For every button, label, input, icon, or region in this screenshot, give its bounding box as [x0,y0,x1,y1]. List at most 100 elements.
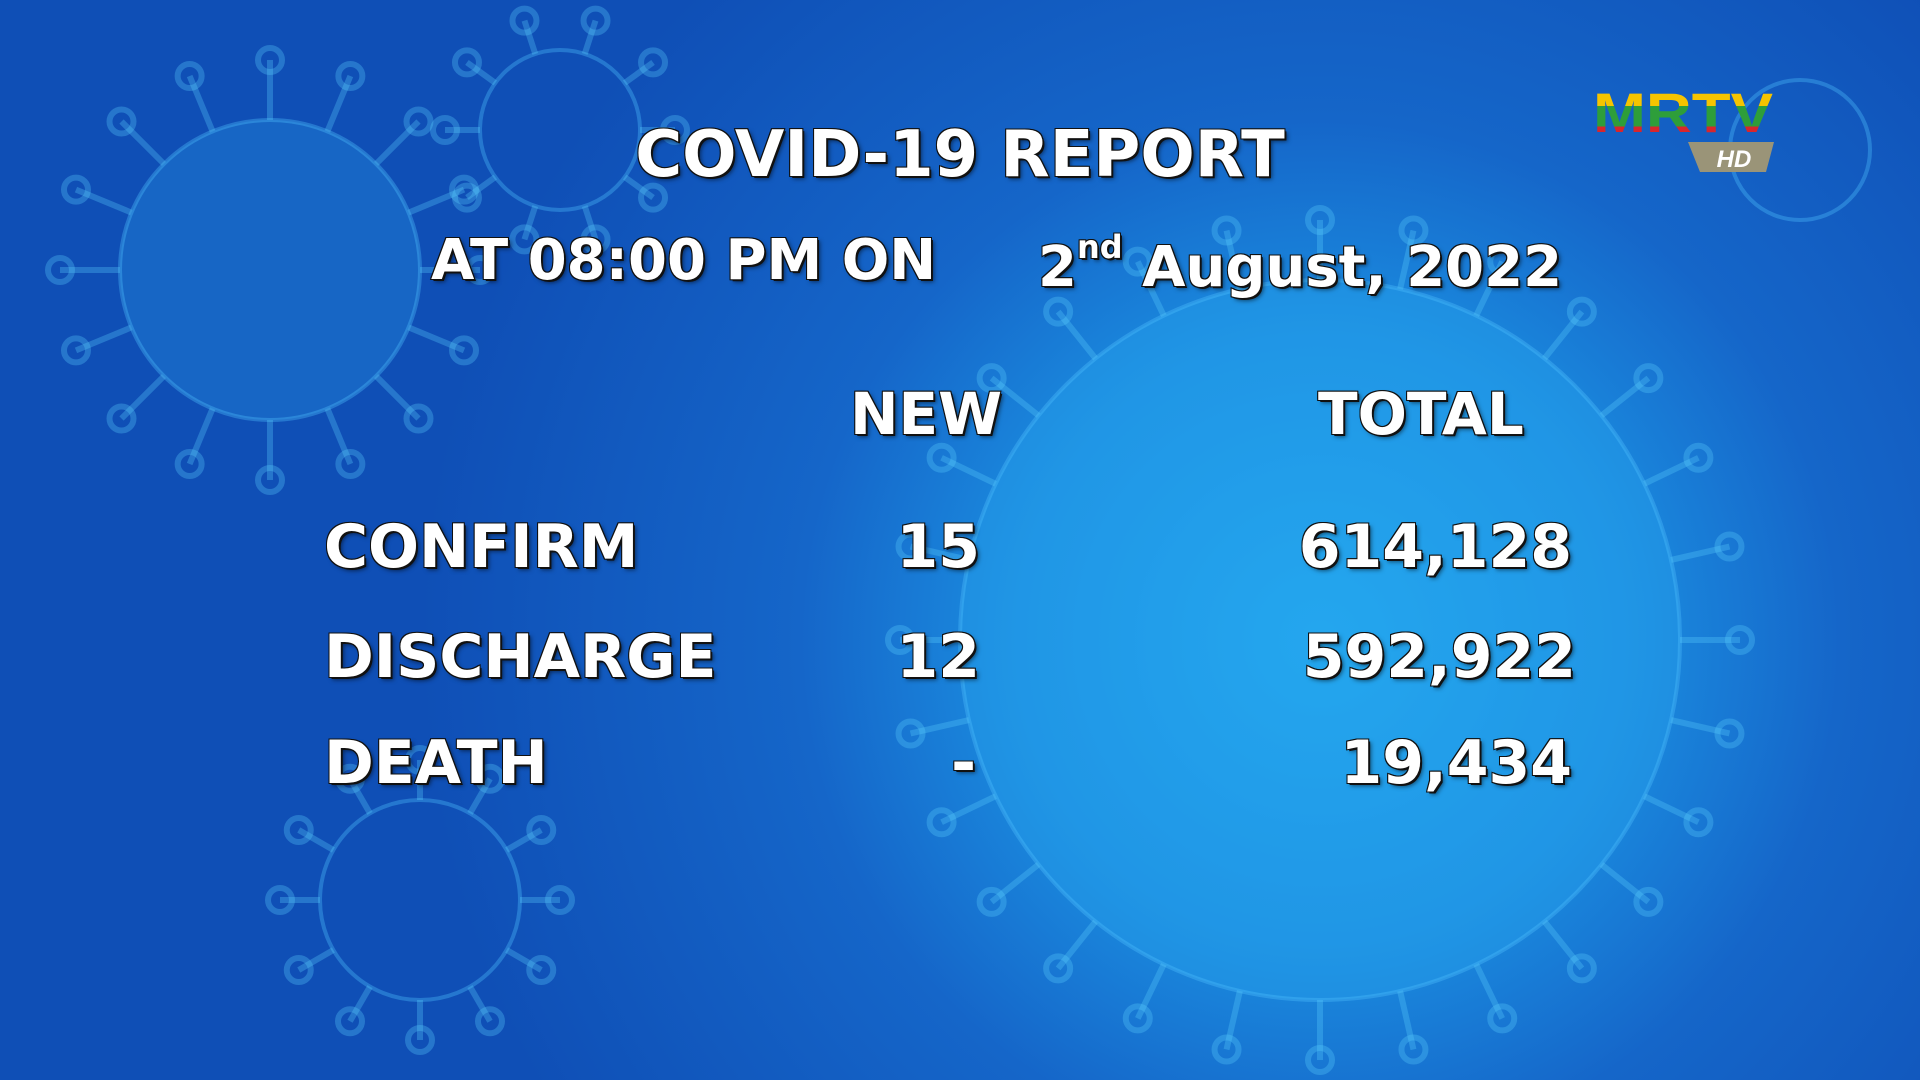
virus-spike-tip [174,60,205,91]
virus-spike [74,186,133,216]
virus-spike-tip [449,174,480,205]
virus-spike [324,74,354,133]
virus-spike-tip [106,106,137,137]
virus-spike [347,777,373,815]
virus-spike-tip [255,45,285,75]
virus-spike-tip [1714,531,1745,562]
virus-spike [1670,717,1731,737]
virus-spike [373,119,421,167]
virus-spike-tip [265,885,295,915]
virus-spike-tip [638,182,669,213]
virus-spike-tip [638,47,669,78]
virus-spike-tip [1122,246,1153,277]
row-label-confirm: CONFIRM [323,511,639,583]
virus-spike [1223,229,1243,290]
virus-spike-tip [174,449,205,480]
virus-spike-tip [403,106,434,137]
virus-spike-tip [475,1006,505,1037]
virus-spike [581,205,599,241]
row-total-death: 19,434 [1339,727,1573,799]
virus-spike [407,324,466,354]
virus-spike [505,947,543,973]
row-total-confirm: 614,128 [1298,511,1573,583]
virus-spike-tip [475,763,505,794]
virus-spike-tip [451,182,482,213]
virus-spike-tip [405,745,435,775]
virus-spike-tip [1398,215,1429,246]
virus-spike [1542,309,1585,361]
virus-spike-tip [1633,363,1664,394]
virus-spike [407,186,466,216]
virus-spike [521,205,539,241]
virus-spike-tip [449,335,480,366]
virus-spike [909,543,970,563]
virus-spike [74,324,133,354]
virus-spike-tip [1043,953,1074,984]
virus-spike-tip [926,442,957,473]
virus-spike [1055,309,1098,361]
virus-spike-tip [1714,718,1745,749]
mrtv-hd-logo: MRTV HD [1593,84,1774,173]
virus-spike-tip [580,224,611,255]
virus-spike [622,59,655,86]
report-title: COVID-19 REPORT [634,117,1286,193]
report-time: AT 08:00 PM ON [430,227,937,294]
virus-spike [1643,455,1700,487]
virus-spike-tip [895,531,926,562]
virus-spike-tip [976,363,1007,394]
virus-spike [1135,260,1167,317]
virus-spike-tip [1305,1045,1335,1075]
virus-spike [465,59,498,86]
virus-spike [1473,260,1505,317]
virus-spike [909,717,970,737]
virus-spike [989,862,1041,905]
virus-spike-tip [509,5,540,36]
virus-spike-tip [580,5,611,36]
virus-spike [1473,963,1505,1020]
virus-spike [1643,793,1700,825]
virus-spike [465,174,498,201]
virus-spike-tip [1725,625,1755,655]
virus-spike-tip [60,174,91,205]
virus-spike-tip [660,115,690,145]
virus-spike-tip [451,47,482,78]
virus-spike-tip [106,403,137,434]
virus-spike-tip [45,255,75,285]
virus-spike [347,985,373,1023]
virus-spike-tip [405,1025,435,1055]
svg-text:MRTV: MRTV [1593,84,1773,144]
svg-text:HD: HD [1717,146,1752,173]
date-rest: August, 2022 [1141,234,1563,301]
virus-spike [1599,862,1651,905]
virus-spike-tip [60,335,91,366]
row-new-death: - [950,727,977,799]
virus-spike [1397,229,1417,290]
virus-spike [622,174,655,201]
virus-spike [1397,990,1417,1051]
virus-spike-tip [1683,442,1714,473]
virus-spike-tip [509,224,540,255]
virus-spike-tip [1122,1003,1153,1034]
virus-spike [1223,990,1243,1051]
virus-spike [1599,375,1651,418]
virus-spike-tip [1683,807,1714,838]
virus-spike [186,407,216,466]
virus-spike-tip [895,718,926,749]
virus-spike [581,19,599,55]
virus-spike [186,74,216,133]
virus-spike [373,373,421,421]
virus-spike [297,947,335,973]
virus-spike-tip [976,886,1007,917]
virus-spike-tip [1566,296,1597,327]
virus-spike-tip [1487,1003,1518,1034]
virus-spike-tip [255,465,285,495]
virus-spike-tip [335,60,366,91]
virus-spike [1055,919,1098,971]
virus-spike [521,19,539,55]
virus-spike [467,777,493,815]
virus-spike-tip [526,955,557,985]
virus-spike-tip [335,449,366,480]
virus-spike [1542,919,1585,971]
virus-spike-tip [1633,886,1664,917]
